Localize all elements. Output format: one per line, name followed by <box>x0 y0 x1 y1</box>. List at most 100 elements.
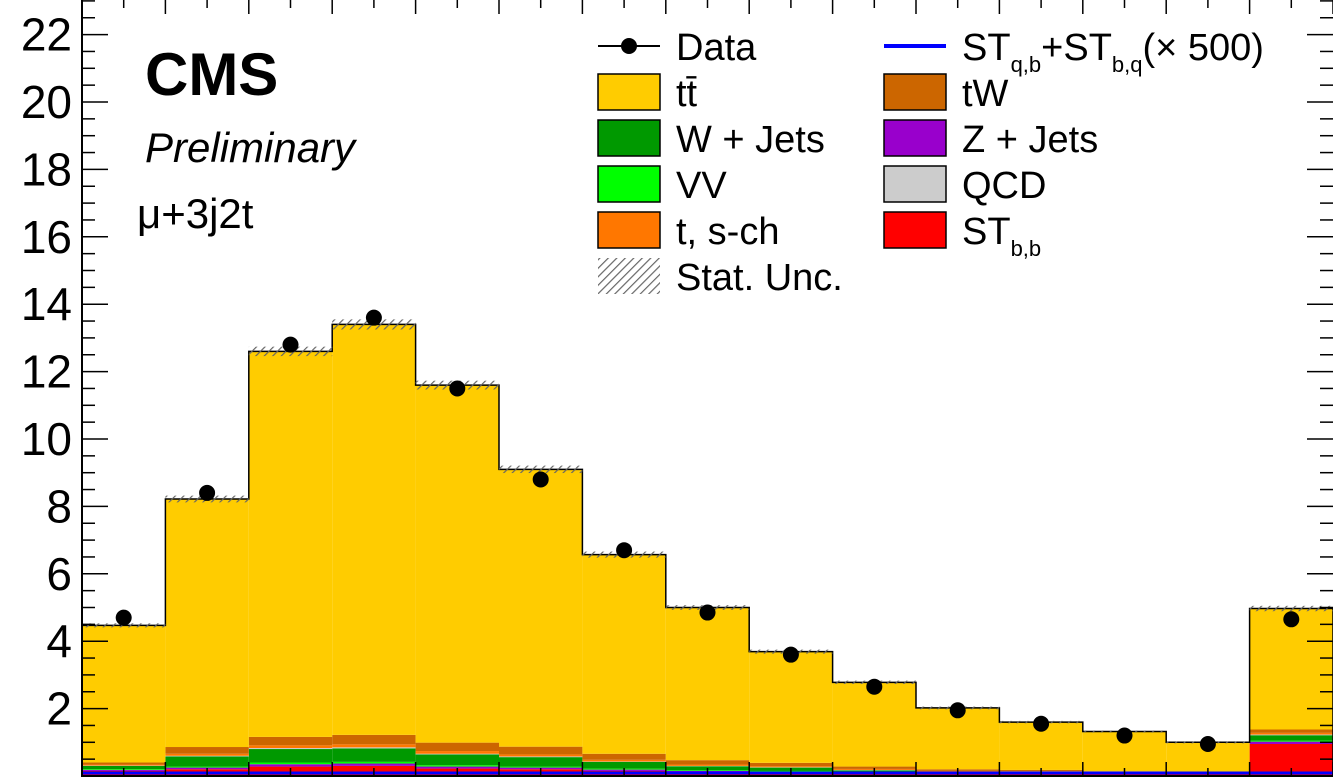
bar-tsch-bin-1 <box>82 764 166 766</box>
bar-tw-bin-5 <box>415 742 499 752</box>
bar-wjets-bin-1 <box>82 765 166 770</box>
bar-tsch-bin-9 <box>749 766 833 768</box>
legend-swatch-tw <box>883 73 947 111</box>
legend-swatch-stbb <box>883 211 947 249</box>
data-point-bin-2 <box>199 484 216 501</box>
legend-swatch-unc <box>598 258 660 294</box>
bar-zjets-bin-5 <box>415 766 499 769</box>
bar-qcd-bin-6 <box>499 756 583 758</box>
legend-label: QCD <box>962 165 1046 207</box>
legend-swatch-zjets <box>883 119 947 157</box>
legend-swatch-vv <box>597 165 661 203</box>
plot-frame <box>81 0 1333 777</box>
bar-tw-bin-1 <box>82 762 166 765</box>
uncertainty-bin-15 <box>1249 605 1333 612</box>
bar-tw-bin-8 <box>665 760 750 765</box>
data-point-bin-14 <box>1199 735 1216 752</box>
bar-wjets-bin-15 <box>1249 735 1333 741</box>
data-point-bin-15 <box>1283 611 1300 628</box>
bar-vv-bin-5 <box>415 765 499 767</box>
bar-tsch-bin-3 <box>248 745 333 749</box>
bar-tsch-bin-7 <box>582 759 666 762</box>
y-tick-label: 18 <box>21 143 72 195</box>
bar-ttbar-bin-6 <box>499 469 583 747</box>
legend-swatch-tsch <box>597 211 661 249</box>
legend-swatch-wjets <box>597 119 661 157</box>
data-point-bin-5 <box>449 380 466 397</box>
bar-tw-bin-4 <box>332 734 416 745</box>
bar-ttbar-bin-9 <box>749 651 833 763</box>
bar-qcd-bin-4 <box>332 747 416 749</box>
bar-tw-bin-15 <box>1249 729 1333 733</box>
bar-wjets-bin-4 <box>332 748 416 762</box>
y-tick-label: 16 <box>21 211 72 263</box>
bar-wjets-bin-7 <box>582 761 666 769</box>
bar-tw-bin-10 <box>832 766 916 769</box>
bar-tsch-bin-2 <box>165 753 249 756</box>
legend-entry-signal: STq,b+STb,q(× 500) <box>884 27 1264 77</box>
data-point-bin-12 <box>1033 715 1050 732</box>
y-tick-label: 6 <box>46 548 72 600</box>
bar-zjets-bin-3 <box>248 764 333 767</box>
legend-entry-tw: tW <box>883 73 1009 115</box>
data-point-bin-1 <box>115 609 132 626</box>
legend-label: tW <box>962 73 1009 115</box>
data-point-bin-10 <box>866 678 883 695</box>
legend-label: t, s-ch <box>676 211 779 253</box>
bar-tsch-bin-15 <box>1249 732 1333 735</box>
y-tick-label: 4 <box>46 615 72 667</box>
legend-swatch-ttbar <box>597 73 661 111</box>
bar-vv-bin-6 <box>499 766 583 768</box>
legend-label: tt̄ <box>676 73 698 115</box>
legend-label: W + Jets <box>676 119 825 161</box>
bar-vv-bin-15 <box>1249 740 1333 742</box>
data-point-bin-4 <box>365 309 382 326</box>
legend-label: VV <box>676 165 727 207</box>
y-tick-label: 22 <box>21 9 72 61</box>
bar-ttbar-bin-7 <box>582 554 666 754</box>
data-point-bin-13 <box>1116 727 1133 744</box>
bar-qcd-bin-3 <box>248 748 333 750</box>
y-tick-labels: 2 4 6 8 10 12 14 16 18 20 22 <box>21 9 72 735</box>
annotations: CMS Preliminary μ+3j2t <box>137 41 358 237</box>
legend-swatch-qcd <box>883 165 947 203</box>
legend-entry-qcd: QCD <box>883 165 1046 207</box>
axes <box>81 0 1333 777</box>
legend-label: STb,b <box>962 211 1041 261</box>
data-points <box>115 309 1300 752</box>
bar-tsch-bin-8 <box>665 764 750 766</box>
bar-wjets-bin-6 <box>499 757 583 767</box>
legend-entry-unc: Stat. Unc. <box>598 257 843 299</box>
bar-tsch-bin-6 <box>499 754 583 757</box>
y-tick-label: 8 <box>46 480 72 532</box>
data-point-bin-11 <box>949 702 966 719</box>
y-tick-label: 20 <box>21 76 72 128</box>
legend-entry-zjets: Z + Jets <box>883 119 1098 161</box>
bar-qcd-bin-15 <box>1249 734 1333 736</box>
bar-tw-bin-7 <box>582 753 666 760</box>
bar-tw-bin-3 <box>248 736 333 746</box>
legend-entry-vv: VV <box>597 165 727 207</box>
bar-zjets-bin-4 <box>332 763 416 766</box>
data-point-bin-8 <box>699 604 716 621</box>
bar-vv-bin-2 <box>165 766 249 768</box>
legend-entry-tsch: t, s-ch <box>597 211 779 253</box>
y-tick-label: 12 <box>21 346 72 398</box>
data-point-bin-7 <box>616 542 633 559</box>
bar-ttbar-bin-2 <box>165 498 249 748</box>
bar-ttbar-bin-4 <box>332 324 416 735</box>
legend-label: Stat. Unc. <box>676 257 843 299</box>
bar-wjets-bin-3 <box>248 749 333 763</box>
cms-label: CMS <box>145 41 278 108</box>
bar-tsch-bin-5 <box>415 751 499 754</box>
bar-ttbar-bin-1 <box>82 625 166 763</box>
legend-entry-ttbar: tt̄ <box>597 73 698 115</box>
legend-entry-wjets: W + Jets <box>597 119 825 161</box>
data-point-bin-3 <box>282 336 299 353</box>
y-tick-label: 10 <box>21 413 72 465</box>
legend-entry-data: Data <box>598 27 757 69</box>
bar-ttbar-bin-5 <box>415 385 499 743</box>
legend-swatch-data-marker <box>621 38 637 54</box>
bar-tw-bin-6 <box>499 746 583 755</box>
